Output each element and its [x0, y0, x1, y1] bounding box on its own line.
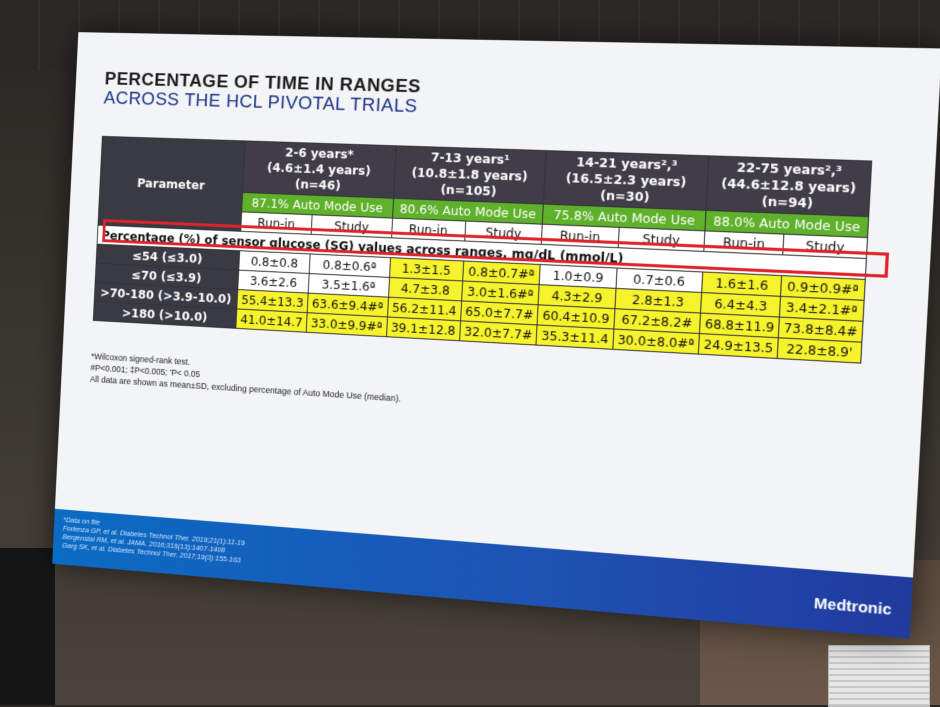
- wall-vent: [828, 645, 930, 707]
- value-cell: 24.9±13.5: [699, 334, 779, 359]
- value-cell: 41.0±14.7: [236, 309, 308, 332]
- value-cell: 30.0±8.0#ª: [612, 329, 699, 354]
- references: *Data on file Forlenza GP, et al. Diabet…: [62, 515, 246, 565]
- group-header: 7-13 years¹ (10.8±1.8 years) (n=105): [393, 146, 546, 204]
- group-header: 22-75 years²,³ (44.6±12.8 years) (n=94): [706, 156, 871, 217]
- value-cell: 35.3±11.4: [536, 325, 613, 349]
- time-in-range-table: Parameter 2-6 years* (4.6±1.4 years) (n=46…: [93, 136, 872, 364]
- footnotes: *Wilcoxon signed-rank test. #P<0.001; ‡P…: [90, 350, 403, 404]
- parameter-header: Parameter: [98, 136, 245, 231]
- value-cell: 32.0±7.7#: [459, 321, 537, 345]
- group-header: 2-6 years* (4.6±1.4 years) (n=46): [243, 141, 396, 198]
- medtronic-logo: Medtronic: [814, 595, 892, 619]
- group-header: 14-21 years²,³ (16.5±2.3 years) (n=30): [544, 151, 709, 211]
- projection-screen: PERCENTAGE OF TIME IN RANGES ACROSS THE …: [52, 32, 940, 638]
- slide-footer: *Data on file Forlenza GP, et al. Diabet…: [52, 509, 913, 639]
- speaker-silhouette: [0, 548, 55, 705]
- value-cell: 33.0±9.9#ª: [306, 313, 387, 337]
- value-cell: 39.1±12.8: [386, 317, 460, 341]
- value-cell: 22.8±8.9': [778, 338, 862, 363]
